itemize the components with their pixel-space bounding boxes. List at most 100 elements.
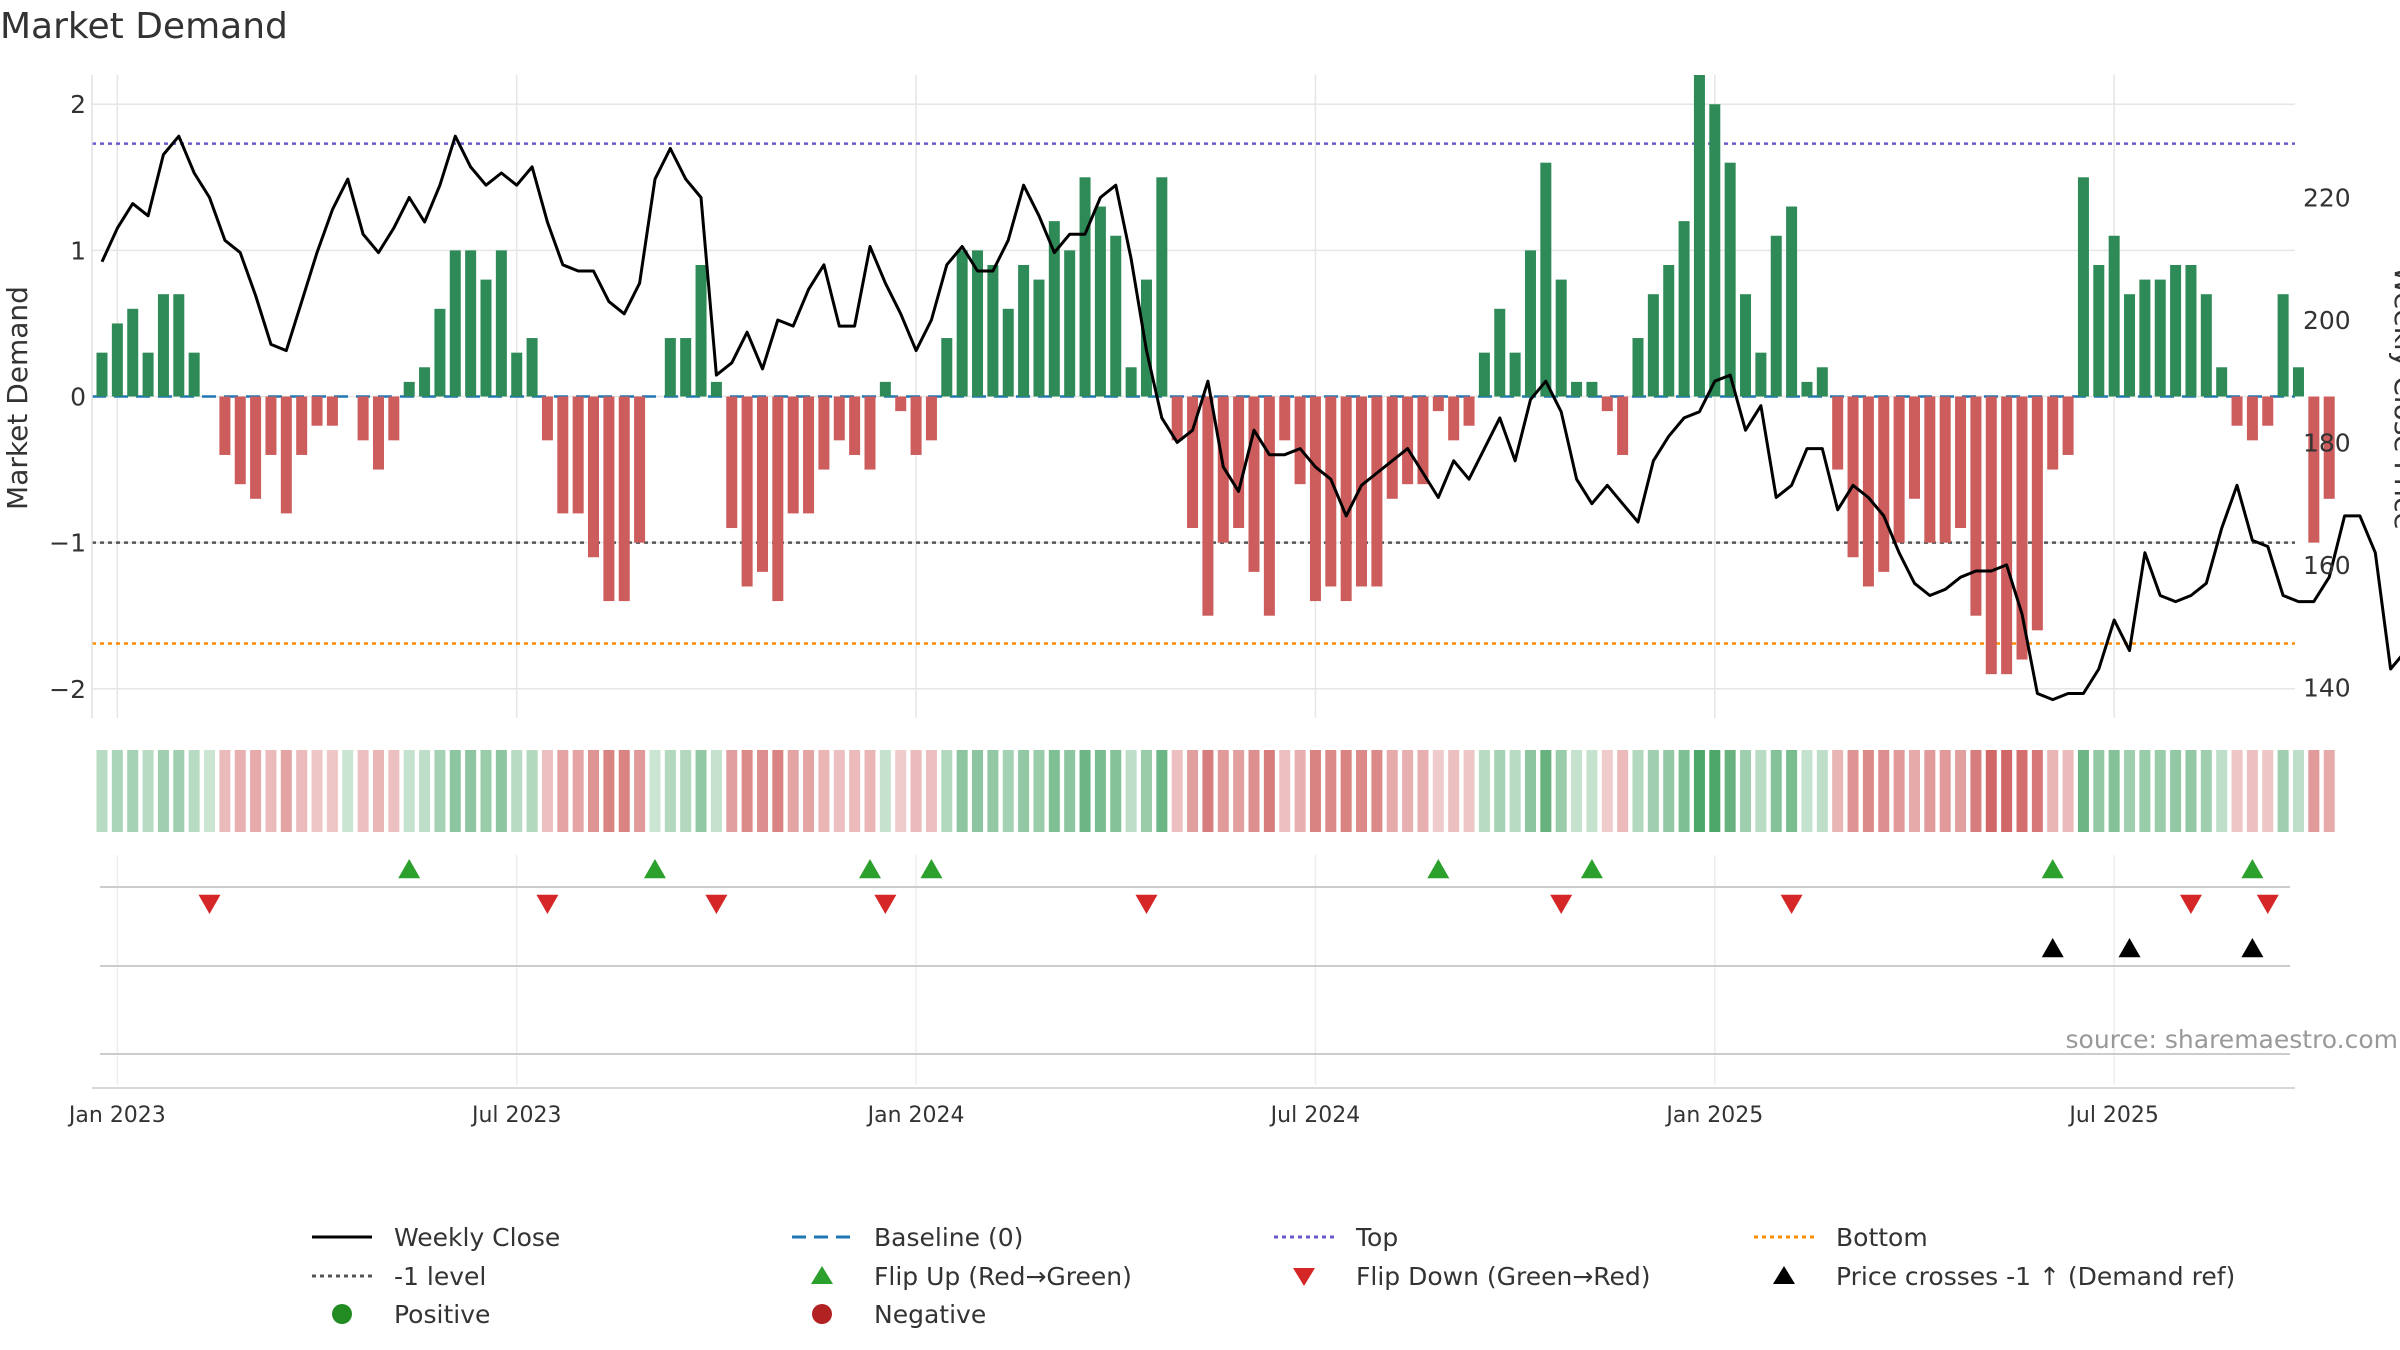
demand-bar-positive (173, 294, 185, 397)
demand-bar-negative (849, 396, 861, 455)
demand-bar-negative (741, 396, 753, 587)
heat-cell (280, 750, 292, 832)
heat-cell (1693, 750, 1705, 832)
demand-bar-negative (895, 396, 907, 412)
heat-cell (1678, 750, 1690, 832)
x-tick-label: Jan 2025 (1664, 1103, 1763, 1128)
demand-bar-negative (1955, 396, 1967, 529)
heat-cell (1217, 750, 1229, 832)
left-tick-label: −2 (49, 675, 86, 704)
heat-cell (2001, 750, 2013, 832)
demand-bar-negative (1279, 396, 1291, 441)
heat-cell (1709, 750, 1721, 832)
demand-heat-strip (96, 750, 2335, 832)
heat-cell (1524, 750, 1536, 832)
demand-bar-negative (756, 396, 768, 572)
x-tick-label: Jul 2025 (2067, 1103, 2159, 1128)
heat-cell (234, 750, 246, 832)
heat-cell (219, 750, 231, 832)
heat-cell (1064, 750, 1076, 832)
heat-cell (2292, 750, 2304, 832)
heat-cell (2062, 750, 2074, 832)
heat-cell (2277, 750, 2289, 832)
demand-bar-negative (1601, 396, 1613, 412)
heat-cell (1309, 750, 1321, 832)
demand-bar-negative (1417, 396, 1429, 485)
heat-cell (910, 750, 922, 832)
heat-cell (649, 750, 661, 832)
flip-up-marker (643, 859, 666, 879)
demand-bar-positive (157, 294, 169, 397)
heat-cell (296, 750, 308, 832)
heat-cell (419, 750, 431, 832)
demand-bar-negative (1617, 396, 1629, 455)
heat-cell (2093, 750, 2105, 832)
demand-bar-negative (1448, 396, 1460, 441)
flip-up-marker (920, 859, 943, 879)
demand-bar-positive (480, 279, 492, 397)
demand-bar-negative (1924, 396, 1936, 543)
legend-label: Flip Up (Red→Green) (874, 1262, 1132, 1291)
flip-up-marker (2241, 859, 2264, 879)
gridlines (92, 75, 2295, 1085)
demand-bar-positive (1524, 250, 1536, 397)
heat-cell (603, 750, 615, 832)
demand-bar-positive (1740, 294, 1752, 397)
flip-down-marker (874, 894, 897, 914)
heat-cell (741, 750, 753, 832)
heat-cell (1371, 750, 1383, 832)
demand-bar-positive (1586, 381, 1598, 397)
right-axis-label: Weekly Close Price (2388, 266, 2400, 529)
demand-bar-negative (1970, 396, 1982, 616)
heat-cell (511, 750, 523, 832)
demand-bar-negative (372, 396, 384, 470)
demand-bar-negative (280, 396, 292, 514)
demand-bar-negative (2062, 396, 2074, 455)
demand-bar-positive (1509, 352, 1521, 397)
right-tick-label: 220 (2303, 183, 2351, 212)
demand-bar-positive (1079, 177, 1091, 397)
demand-bar-positive (664, 338, 676, 397)
legend-label: Negative (874, 1300, 986, 1329)
heat-cell (495, 750, 507, 832)
x-tick-label: Jan 2023 (67, 1103, 166, 1128)
heat-cell (2031, 750, 2043, 832)
demand-bar-negative (357, 396, 369, 441)
demand-bar-positive (2200, 294, 2212, 397)
legend-label: -1 level (394, 1262, 486, 1291)
heat-cell (1171, 750, 1183, 832)
heat-cell (1340, 750, 1352, 832)
demand-bar-negative (803, 396, 815, 514)
heat-cell (2170, 750, 2182, 832)
heat-cell (557, 750, 569, 832)
flip-up-marker (1580, 859, 1603, 879)
heat-cell (1939, 750, 1951, 832)
demand-bar-positive (2154, 279, 2166, 397)
demand-bar-positive (695, 264, 707, 397)
demand-bar-negative (2047, 396, 2059, 470)
legend-swatch (1773, 1266, 1795, 1284)
heat-cell (1770, 750, 1782, 832)
heat-cell (972, 750, 984, 832)
heat-cell (588, 750, 600, 832)
demand-bar-positive (1555, 279, 1567, 397)
flip-down-marker (1550, 894, 1573, 914)
demand-bar-positive (1094, 206, 1106, 397)
demand-bar-positive (2292, 367, 2304, 397)
heat-cell (1417, 750, 1429, 832)
heat-cell (480, 750, 492, 832)
heat-cell (1432, 750, 1444, 832)
heat-cell (1663, 750, 1675, 832)
demand-bar-negative (726, 396, 738, 529)
demand-bar-positive (1018, 264, 1030, 397)
heat-cell (833, 750, 845, 832)
flip-up-marker (398, 859, 421, 879)
heat-cell (1079, 750, 1091, 832)
demand-bar-positive (1110, 235, 1122, 397)
heat-cell (2200, 750, 2212, 832)
demand-bar-negative (772, 396, 784, 602)
heat-cell (1847, 750, 1859, 832)
demand-bar-positive (1709, 104, 1721, 397)
heat-cell (2216, 750, 2228, 832)
heat-cell (1540, 750, 1552, 832)
